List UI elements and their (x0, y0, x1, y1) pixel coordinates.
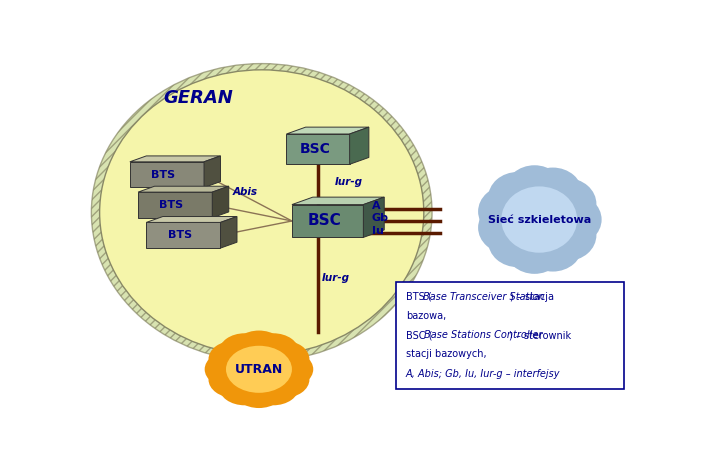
Ellipse shape (505, 165, 564, 217)
Ellipse shape (208, 341, 260, 377)
Polygon shape (212, 186, 229, 218)
Text: BTS: BTS (151, 169, 175, 180)
Ellipse shape (262, 351, 313, 388)
Ellipse shape (247, 333, 299, 370)
Ellipse shape (247, 369, 299, 405)
Text: ) – stacja: ) – stacja (510, 292, 554, 301)
Polygon shape (220, 217, 237, 248)
Ellipse shape (208, 361, 260, 398)
Ellipse shape (488, 215, 547, 267)
Polygon shape (292, 197, 384, 205)
Ellipse shape (537, 209, 596, 261)
Ellipse shape (478, 202, 537, 254)
FancyBboxPatch shape (396, 282, 625, 389)
Polygon shape (286, 127, 369, 134)
Ellipse shape (258, 341, 309, 377)
Polygon shape (138, 192, 212, 218)
Text: BTS: BTS (160, 200, 184, 210)
Text: bazowa,: bazowa, (406, 311, 446, 321)
Text: UTRAN: UTRAN (235, 363, 283, 376)
Polygon shape (292, 205, 363, 238)
Polygon shape (130, 162, 204, 188)
Ellipse shape (258, 361, 309, 398)
Ellipse shape (488, 172, 547, 224)
Text: Abis: Abis (233, 187, 258, 197)
Polygon shape (130, 156, 220, 162)
Text: Gb: Gb (372, 213, 389, 224)
Text: Base Transceiver Station: Base Transceiver Station (423, 292, 545, 301)
Polygon shape (286, 134, 350, 164)
Polygon shape (350, 127, 369, 164)
Text: BTS (: BTS ( (406, 292, 431, 301)
Text: Iu: Iu (372, 226, 384, 236)
Polygon shape (146, 217, 237, 222)
Polygon shape (146, 222, 220, 248)
Text: ) – sterownik: ) – sterownik (508, 330, 571, 340)
Text: BSC (: BSC ( (406, 330, 432, 340)
Ellipse shape (523, 220, 582, 272)
Text: BTS: BTS (167, 230, 191, 240)
Ellipse shape (219, 369, 270, 405)
Text: A, Abis; Gb, Iu, Iur-g – interfejsy: A, Abis; Gb, Iu, Iur-g – interfejsy (406, 369, 560, 379)
Ellipse shape (537, 178, 596, 230)
Ellipse shape (205, 351, 256, 388)
Text: Iur-g: Iur-g (322, 273, 350, 283)
Text: Sieć szkieletowa: Sieć szkieletowa (488, 214, 591, 225)
Ellipse shape (542, 194, 602, 245)
Text: Base Stations Controller: Base Stations Controller (423, 330, 542, 340)
Text: BSC: BSC (299, 142, 330, 156)
Polygon shape (138, 186, 229, 192)
Ellipse shape (478, 186, 537, 238)
Ellipse shape (91, 63, 432, 361)
Ellipse shape (505, 222, 564, 274)
Ellipse shape (233, 331, 285, 367)
Polygon shape (204, 156, 220, 188)
Ellipse shape (501, 187, 577, 253)
Ellipse shape (219, 333, 270, 370)
Ellipse shape (226, 346, 292, 393)
Polygon shape (363, 197, 384, 238)
Ellipse shape (523, 168, 582, 219)
Text: GERAN: GERAN (164, 89, 233, 107)
Ellipse shape (233, 371, 285, 408)
Text: Iur-g: Iur-g (335, 177, 363, 187)
Ellipse shape (99, 70, 424, 355)
Text: BSC: BSC (307, 213, 341, 228)
Text: stacji bazowych,: stacji bazowych, (406, 349, 486, 359)
Text: A: A (372, 201, 380, 211)
